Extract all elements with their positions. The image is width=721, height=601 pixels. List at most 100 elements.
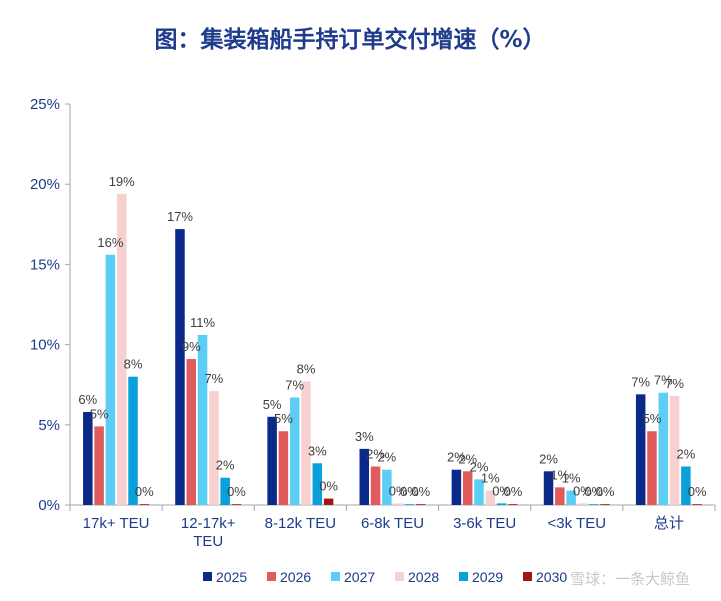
bar-2030 — [508, 504, 518, 505]
data-label: 0% — [503, 484, 522, 499]
data-label: 7% — [665, 376, 684, 391]
bar-2027 — [474, 479, 484, 505]
data-label: 19% — [109, 174, 135, 189]
legend-swatch-2030 — [523, 572, 532, 581]
data-label: 1% — [562, 471, 581, 486]
bar-2026 — [647, 431, 657, 505]
bar-2030 — [416, 504, 426, 505]
bar-2029 — [496, 503, 507, 505]
data-label: 6% — [78, 392, 97, 407]
legend-label: 2026 — [280, 569, 311, 585]
data-label: 0% — [411, 484, 430, 499]
y-tick-label: 5% — [38, 417, 60, 434]
x-tick-label: 12-17k+ — [181, 515, 236, 532]
data-label: 11% — [190, 315, 215, 330]
data-label: 0% — [492, 483, 511, 498]
bar-2029 — [312, 463, 323, 505]
legend-swatch-2025 — [203, 572, 212, 581]
x-tick-label: 17k+ TEU — [83, 515, 150, 532]
data-label: 5% — [643, 411, 662, 426]
bar-2028 — [301, 381, 311, 505]
bar-2026 — [370, 466, 381, 505]
data-label: 3% — [355, 429, 374, 444]
data-labels: 6%17%5%3%2% 2%7%5%9%5%2% 2%1%5%16%11%7%2%2… — [78, 174, 707, 499]
data-label: 0% — [584, 484, 603, 499]
bar-2025 — [175, 229, 185, 505]
x-tick-label: 3-6k TEU — [453, 515, 516, 532]
bar-2027 — [566, 490, 576, 505]
bar-2028 — [577, 503, 588, 505]
data-label: 0% — [319, 479, 338, 494]
bar-2030 — [600, 504, 610, 505]
chart-title: 图：集装箱船手持订单交付增速（%） — [154, 26, 545, 53]
legend-swatch-2029 — [459, 572, 468, 581]
bar-2028 — [116, 193, 127, 505]
x-tick-label: TEU — [193, 533, 223, 550]
data-label: 5% — [263, 397, 282, 412]
bar-2030 — [139, 504, 150, 505]
bar-2027 — [197, 334, 208, 505]
bar-2028 — [485, 490, 496, 505]
data-label: 0% — [400, 484, 419, 499]
legend-label: 2030 — [536, 569, 567, 585]
data-label: 0% — [573, 483, 592, 498]
data-label: 2% — [447, 450, 466, 465]
bar-2028 — [669, 395, 680, 505]
data-label: 2% — [458, 451, 477, 466]
axes: 0% 5% 10% 15% 20% 25% 17k+ TEU 12-17k+TEU 8-12k … — [30, 96, 716, 550]
y-tick-label: 20% — [30, 176, 60, 193]
bar-2025 — [83, 411, 93, 505]
bar-2028 — [393, 503, 403, 505]
legend-label: 2028 — [408, 569, 439, 585]
bar-2027 — [382, 469, 392, 505]
data-label: 2% — [366, 447, 385, 462]
data-label: 1% — [550, 467, 569, 482]
bar-2029 — [220, 477, 230, 505]
y-tick-label: 25% — [30, 96, 60, 113]
x-tick-label: 8-12k TEU — [265, 515, 336, 532]
legend-label: 2025 — [216, 569, 247, 585]
x-tick-label: 6-8k TEU — [361, 515, 424, 532]
bar-2029 — [681, 466, 691, 505]
data-label: 5% — [274, 411, 293, 426]
bar-2029 — [128, 376, 138, 505]
data-label: 2% — [470, 459, 489, 474]
data-label: 0% — [135, 484, 154, 499]
data-label: 7% — [654, 373, 673, 388]
data-label: 7% — [285, 378, 304, 393]
data-label: 5% — [90, 406, 109, 421]
legend-swatch-2026 — [267, 572, 276, 581]
data-label: 0% — [227, 484, 246, 499]
bar-2030 — [323, 498, 334, 505]
bar-2027 — [105, 254, 116, 505]
bar-2026 — [278, 431, 289, 505]
bar-2026 — [555, 487, 565, 505]
data-label: 0% — [389, 483, 408, 498]
x-tick-label: 总计 — [654, 515, 684, 532]
data-label: 0% — [596, 484, 615, 499]
bar-2026 — [462, 471, 473, 505]
bar-2026 — [186, 359, 197, 505]
legend-label: 2027 — [344, 569, 375, 585]
bar-2026 — [94, 426, 104, 505]
x-tick-label: <3k TEU — [548, 515, 607, 532]
bar-2029 — [588, 504, 599, 505]
bar-2025 — [267, 416, 277, 505]
data-label: 16% — [97, 235, 123, 250]
legend: 2025 2026 2027 2028 2029 2030 — [203, 569, 567, 585]
data-label: 7% — [204, 371, 223, 386]
bar-2030 — [231, 504, 242, 505]
data-label: 3% — [308, 443, 327, 458]
data-label: 17% — [167, 209, 193, 224]
bar-2025 — [451, 469, 462, 505]
data-label: 0% — [688, 484, 707, 499]
bar-2029 — [404, 504, 415, 505]
bar-2025 — [635, 394, 646, 505]
bar-2027 — [289, 397, 300, 505]
y-tick-label: 0% — [38, 497, 60, 514]
bar-2028 — [209, 391, 219, 505]
bar-2027 — [658, 392, 669, 505]
data-label: 7% — [631, 374, 650, 389]
